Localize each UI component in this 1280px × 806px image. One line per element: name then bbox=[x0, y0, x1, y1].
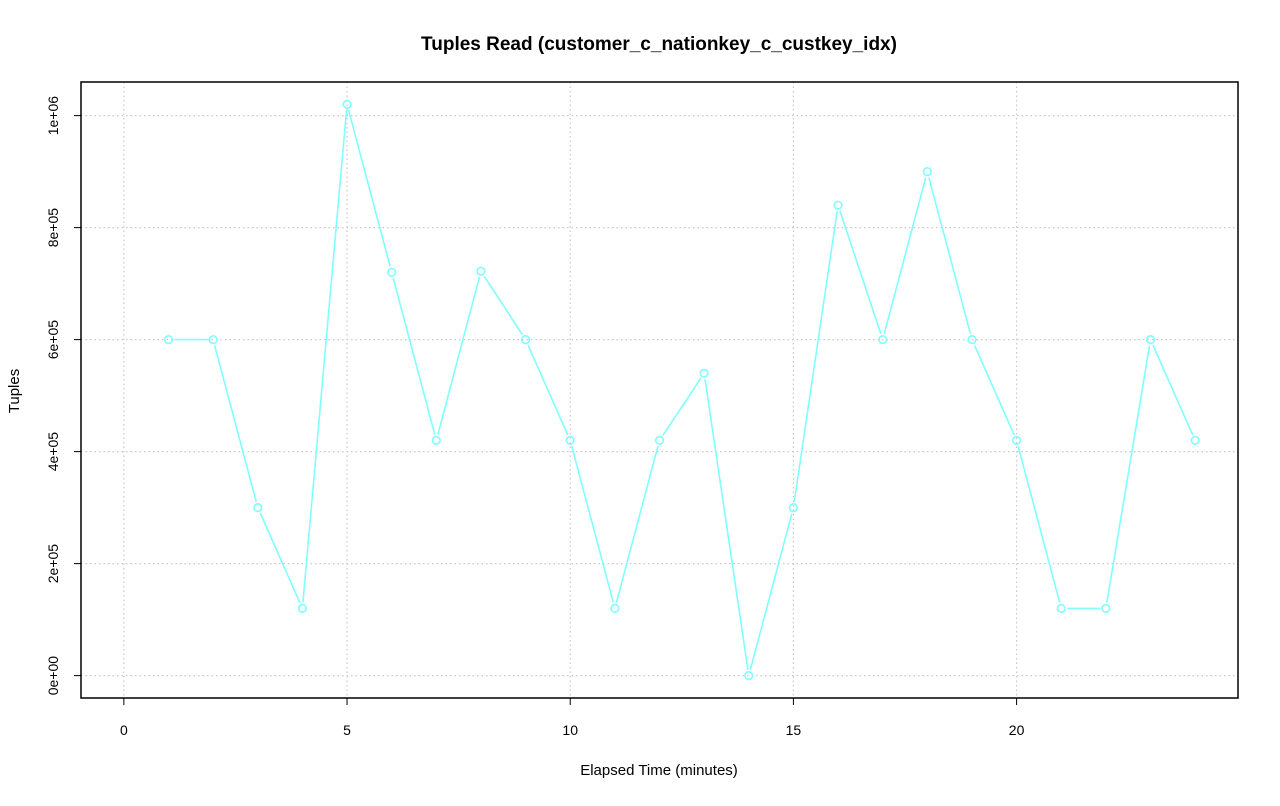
series-line-segment bbox=[483, 275, 523, 336]
data-point bbox=[699, 368, 709, 378]
data-point bbox=[431, 435, 441, 446]
data-point bbox=[744, 670, 754, 681]
data-point bbox=[788, 503, 799, 513]
data-point bbox=[878, 335, 888, 345]
series-line-segment bbox=[662, 377, 702, 436]
y-tick-label: 0e+00 bbox=[45, 656, 61, 696]
series-line-segment bbox=[527, 344, 569, 436]
series-line-segment bbox=[793, 211, 838, 502]
y-tick-label: 8e+05 bbox=[45, 208, 61, 248]
series-line-segment bbox=[302, 110, 348, 603]
series-line-segment bbox=[615, 445, 659, 603]
data-point bbox=[922, 167, 932, 177]
data-point bbox=[833, 200, 843, 210]
data-point bbox=[208, 335, 218, 345]
data-point bbox=[610, 603, 620, 614]
data-point bbox=[342, 99, 352, 109]
y-tick-label: 6e+05 bbox=[45, 320, 61, 360]
axis-ticks: 0 5 10 15 20 0e+00 2e+05 4e+05 6e+05 8e+05 1e+06 bbox=[45, 96, 1025, 738]
series-line-segment bbox=[213, 345, 257, 503]
plot-frame bbox=[80, 81, 1239, 699]
series-line-segment bbox=[749, 513, 793, 671]
y-tick-label: 4e+05 bbox=[45, 432, 61, 472]
series-line-segment bbox=[704, 379, 749, 670]
series-line-segment bbox=[259, 512, 301, 604]
data-point bbox=[1145, 335, 1156, 345]
series-line-segment bbox=[973, 344, 1015, 436]
data-point bbox=[1101, 603, 1111, 614]
series-line-segment bbox=[347, 109, 391, 267]
x-tick-label: 5 bbox=[343, 722, 351, 738]
y-axis-label: Tuples bbox=[6, 369, 23, 413]
x-tick-label: 15 bbox=[786, 722, 802, 738]
series-line-segment bbox=[839, 210, 882, 335]
data-point bbox=[1011, 435, 1022, 446]
data-point bbox=[654, 435, 665, 446]
series-line-segment bbox=[437, 276, 481, 435]
data-point bbox=[565, 435, 575, 446]
series-line-segment bbox=[570, 445, 615, 603]
y-tick-label: 1e+06 bbox=[45, 96, 61, 136]
data-point bbox=[163, 335, 174, 345]
x-axis-label: Elapsed Time (minutes) bbox=[580, 762, 738, 779]
chart-title: Tuples Read (customer_c_nationkey_c_cust… bbox=[421, 34, 897, 55]
data-point bbox=[387, 267, 397, 278]
x-tick-label: 20 bbox=[1009, 722, 1025, 738]
data-point bbox=[967, 335, 977, 345]
data-point bbox=[476, 266, 486, 276]
data-point bbox=[1056, 603, 1066, 614]
x-tick-label: 10 bbox=[562, 722, 578, 738]
y-tick-label: 2e+05 bbox=[45, 544, 61, 584]
series-line-segment bbox=[928, 177, 972, 335]
series-line-segment bbox=[1152, 344, 1194, 436]
series-line-segment bbox=[392, 277, 436, 435]
data-point bbox=[253, 503, 263, 513]
data-point bbox=[520, 335, 531, 345]
series-line-segment bbox=[1106, 345, 1151, 603]
x-tick-label: 0 bbox=[120, 722, 128, 738]
series-line-segment bbox=[1017, 445, 1061, 603]
grid bbox=[81, 82, 1238, 698]
data-point bbox=[297, 603, 308, 614]
data-point bbox=[1190, 435, 1200, 446]
series-layer bbox=[163, 99, 1200, 681]
series-line-segment bbox=[883, 177, 927, 335]
